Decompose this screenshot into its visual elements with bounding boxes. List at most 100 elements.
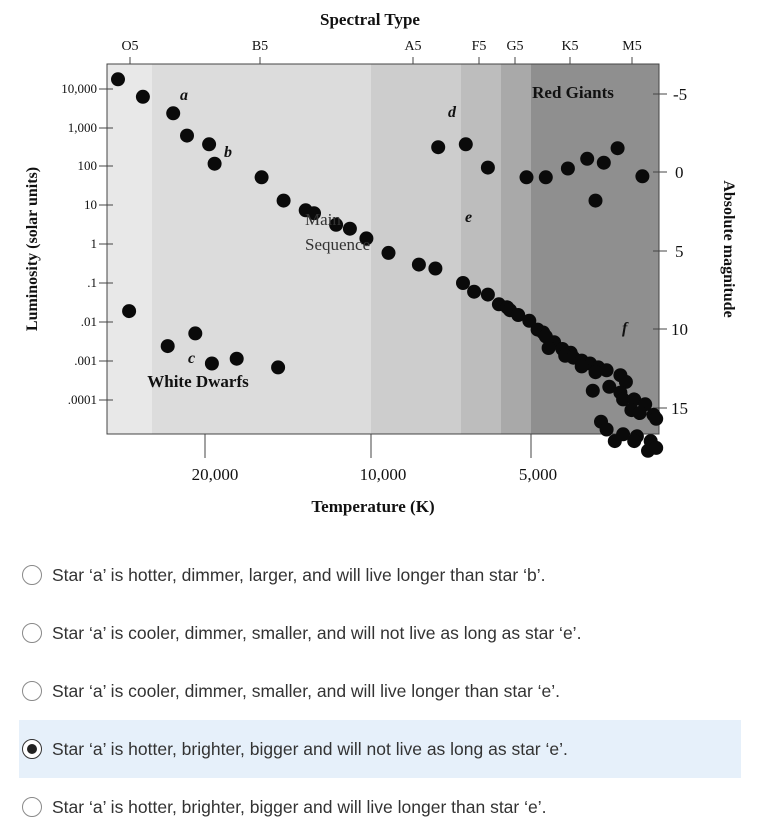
- star-point: [580, 151, 595, 166]
- lum-label: 10,000: [61, 81, 97, 96]
- temp-label: 5,000: [519, 465, 557, 484]
- lum-label: 10: [84, 197, 97, 212]
- spectral-type-axis: [129, 57, 633, 64]
- star-point: [596, 155, 611, 170]
- band-g: [501, 64, 531, 434]
- temp-label: 10,000: [360, 465, 407, 484]
- star-point: [207, 156, 222, 171]
- star-label-b: b: [224, 144, 232, 161]
- spectral-label-m5: M5: [622, 39, 641, 54]
- star-point: [610, 141, 625, 156]
- star-point: [511, 308, 526, 322]
- main-sequence-label-line1: Main: [305, 210, 341, 229]
- lum-label: 1,000: [68, 120, 97, 135]
- star-point: [329, 217, 344, 232]
- spectral-label-g5: G5: [506, 39, 523, 54]
- star-point: [180, 128, 194, 143]
- star-point: [541, 341, 556, 355]
- spectral-bands: [107, 64, 659, 434]
- star-point: [359, 231, 374, 246]
- spectral-label-k5: K5: [561, 39, 578, 54]
- star-point: [307, 206, 321, 221]
- mag-label: 15: [671, 399, 688, 418]
- star-point: [627, 392, 642, 407]
- radio-button[interactable]: [22, 797, 42, 817]
- star-point: [602, 379, 617, 394]
- star-point: [456, 276, 470, 290]
- magnitude-axis: [653, 93, 667, 409]
- answer-option-1[interactable]: Star ‘a’ is hotter, dimmer, larger, and …: [19, 546, 741, 604]
- answer-option-5[interactable]: Star ‘a’ is hotter, brighter, bigger and…: [19, 778, 741, 836]
- lum-label: .01: [81, 314, 97, 329]
- star-point: [166, 106, 181, 121]
- star-point: [574, 359, 589, 374]
- star-point: [599, 422, 614, 437]
- star-point: [229, 351, 244, 366]
- magnitude-axis-label: Absolute magnitude: [720, 180, 737, 317]
- star-point: [188, 326, 203, 341]
- luminosity-axis-label: Luminosity (solar units): [24, 167, 41, 331]
- star-label-d: d: [448, 104, 457, 121]
- star-point: [276, 193, 291, 208]
- answer-option-text: Star ‘a’ is hotter, brighter, bigger and…: [52, 738, 568, 759]
- star-point: [560, 161, 575, 176]
- lum-label: 1: [91, 236, 98, 251]
- star-point: [522, 313, 537, 328]
- star-point: [616, 392, 631, 407]
- star-point: [480, 160, 495, 175]
- spectral-label-a5: A5: [404, 39, 421, 54]
- star-point: [585, 383, 600, 398]
- star-point: [431, 140, 446, 155]
- star-point: [588, 193, 603, 208]
- star-point: [111, 72, 125, 87]
- plot-frame: [106, 63, 660, 435]
- radio-button[interactable]: [22, 565, 42, 585]
- band-f: [461, 64, 501, 434]
- star-point: [342, 221, 357, 236]
- mag-label: -5: [673, 85, 687, 104]
- star-point: [480, 287, 495, 302]
- answer-option-3[interactable]: Star ‘a’ is cooler, dimmer, smaller, and…: [19, 662, 741, 720]
- star-point: [607, 434, 622, 449]
- star-point: [204, 356, 219, 371]
- answer-option-text: Star ‘a’ is hotter, dimmer, larger, and …: [52, 564, 546, 585]
- star-point: [519, 170, 534, 185]
- star-point: [254, 170, 269, 185]
- answer-option-text: Star ‘a’ is cooler, dimmer, smaller, and…: [52, 622, 582, 643]
- star-point: [632, 406, 647, 420]
- star-point: [122, 304, 137, 319]
- band-km: [531, 64, 602, 434]
- star-label-e: e: [465, 209, 472, 226]
- star-point: [458, 137, 473, 152]
- radio-button[interactable]: [22, 739, 42, 759]
- lum-label: .0001: [68, 392, 97, 407]
- mag-label: 10: [671, 320, 688, 339]
- band-o: [107, 64, 152, 434]
- hr-diagram: Spectral Type O5 B5 A5 F5 G5 K5 M5 10,00…: [24, 10, 737, 516]
- radio-button[interactable]: [22, 681, 42, 701]
- star-point: [627, 434, 642, 449]
- star-point: [538, 170, 553, 185]
- star-point: [649, 411, 664, 426]
- answer-option-4[interactable]: Star ‘a’ is hotter, brighter, bigger and…: [19, 720, 741, 778]
- radio-button[interactable]: [22, 623, 42, 643]
- star-point: [202, 137, 217, 152]
- lum-label: 100: [78, 158, 98, 173]
- lum-label: .001: [74, 353, 97, 368]
- answer-option-2[interactable]: Star ‘a’ is cooler, dimmer, smaller, and…: [19, 604, 741, 662]
- main-sequence-label-line2: Sequence: [305, 235, 370, 254]
- star-point: [135, 89, 150, 104]
- star-points: [111, 72, 664, 458]
- star-label-f: f: [622, 320, 629, 337]
- lum-label: .1: [87, 275, 97, 290]
- answer-option-text: Star ‘a’ is cooler, dimmer, smaller, and…: [52, 680, 561, 701]
- temp-label: 20,000: [192, 465, 239, 484]
- star-point: [411, 257, 426, 272]
- star-point: [271, 360, 286, 375]
- spectral-type-title: Spectral Type: [320, 10, 420, 29]
- band-b: [152, 64, 371, 434]
- mag-label: 5: [675, 242, 684, 261]
- temperature-axis: [204, 434, 532, 458]
- red-giants-label: Red Giants: [532, 83, 614, 102]
- star-point: [599, 363, 614, 378]
